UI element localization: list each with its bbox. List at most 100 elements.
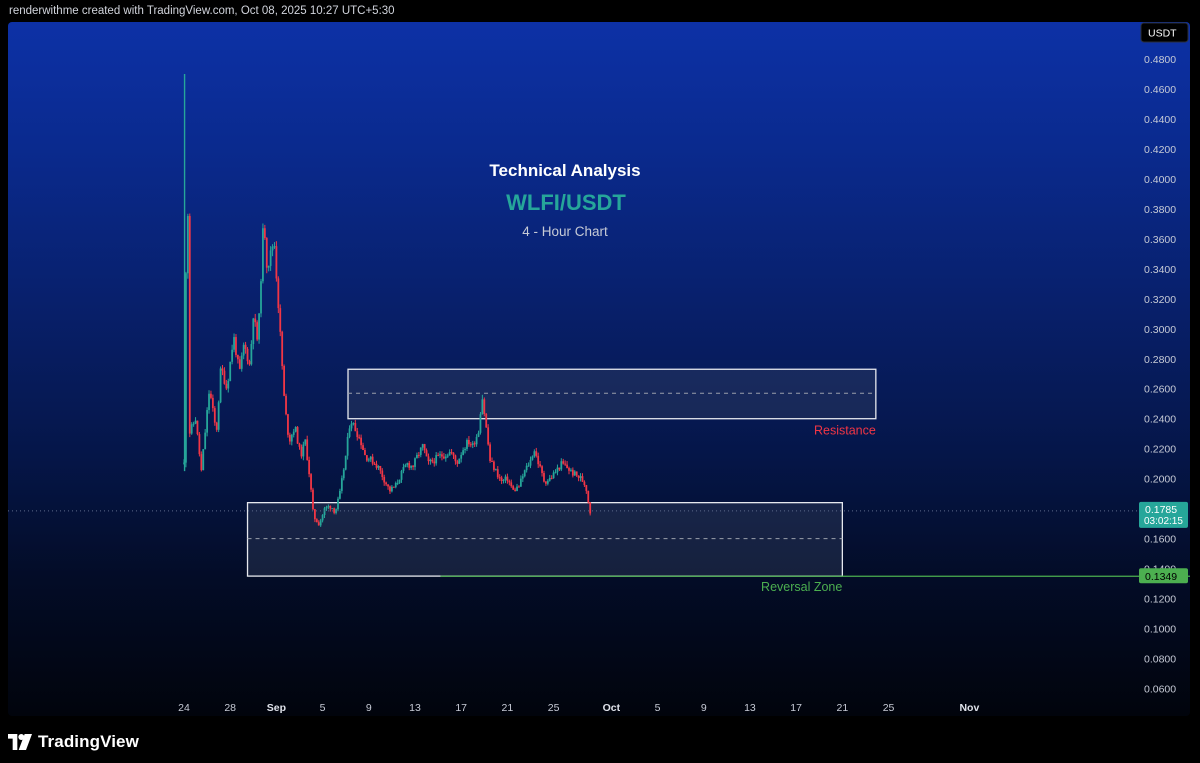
candle xyxy=(546,479,549,486)
bar-countdown: 03:02:15 xyxy=(1144,516,1183,527)
currency-badge[interactable]: USDT xyxy=(1140,22,1189,43)
candle xyxy=(238,356,241,370)
chart-symbol: WLFI/USDT xyxy=(506,190,626,215)
price-chart[interactable]: 0.4800 0.4600 0.4400 0.4200 0.4000 0.3800 0.36… xyxy=(8,22,1190,716)
candle xyxy=(348,425,351,439)
support-price-value: 0.1349 xyxy=(1145,571,1177,583)
chart-panel[interactable]: 0.4800 0.4600 0.4400 0.4200 0.4000 0.3800 0.36… xyxy=(8,22,1190,716)
candle xyxy=(468,436,470,447)
candle xyxy=(202,448,205,471)
candle xyxy=(290,433,293,446)
candle xyxy=(408,460,411,471)
candle xyxy=(258,313,260,344)
price-tick-label: 0.4200 xyxy=(1144,144,1176,156)
candle xyxy=(288,432,291,445)
candle xyxy=(410,465,413,470)
candle xyxy=(196,420,199,436)
candle xyxy=(229,361,232,382)
candle xyxy=(211,394,214,412)
time-tick-label: 21 xyxy=(502,702,514,714)
zones-layer xyxy=(246,368,877,577)
candle xyxy=(570,468,572,472)
candle xyxy=(417,451,420,459)
candle xyxy=(314,508,316,523)
candle xyxy=(365,455,368,462)
candle xyxy=(446,453,449,459)
candle xyxy=(298,442,301,450)
candle xyxy=(337,496,339,512)
candle xyxy=(242,342,245,360)
price-tick-label: 0.3400 xyxy=(1144,264,1176,276)
candle xyxy=(306,435,309,461)
candle xyxy=(260,278,262,318)
candle xyxy=(344,455,347,471)
candle xyxy=(373,461,376,466)
candle xyxy=(539,461,542,468)
candle xyxy=(279,304,282,337)
candle xyxy=(210,390,212,400)
candle xyxy=(262,223,264,284)
candle xyxy=(392,486,395,488)
candle xyxy=(269,246,272,271)
candle xyxy=(315,518,318,523)
candle xyxy=(188,213,191,438)
candle xyxy=(429,458,432,465)
candle xyxy=(375,460,378,470)
price-tick-label: 0.1600 xyxy=(1144,534,1176,546)
candle xyxy=(527,462,530,467)
price-tick-label: 0.3800 xyxy=(1144,204,1176,216)
candle xyxy=(466,438,468,452)
candle xyxy=(545,480,547,486)
time-tick-label: 13 xyxy=(744,702,756,714)
zone-box-1[interactable] xyxy=(246,502,844,577)
time-axis[interactable]: 24 28 Sep 5 9 13 17 21 25 Oct 5 9 13 17 21 25 Nov xyxy=(178,702,979,714)
candle xyxy=(192,421,195,427)
candle xyxy=(568,466,570,475)
candle xyxy=(213,406,216,426)
candle xyxy=(285,393,287,416)
candle xyxy=(491,457,493,463)
candle xyxy=(583,480,586,487)
candle xyxy=(362,442,364,451)
candle xyxy=(342,468,345,481)
candle xyxy=(575,471,578,477)
candle xyxy=(485,412,488,428)
candle xyxy=(271,244,274,257)
labels-layer: Resistance Reversal Zone xyxy=(761,424,876,594)
lines-layer xyxy=(8,510,1190,577)
candle xyxy=(494,468,497,471)
price-axis[interactable]: 0.4800 0.4600 0.4400 0.4200 0.4000 0.3800 0.36… xyxy=(1139,22,1189,696)
candle xyxy=(433,458,436,467)
candle xyxy=(240,352,243,372)
tradingview-branding: TradingView xyxy=(8,730,139,754)
candle xyxy=(227,378,230,393)
price-tick-label: 0.0600 xyxy=(1144,684,1176,696)
candle xyxy=(448,449,451,456)
candle xyxy=(560,458,563,472)
candle xyxy=(435,452,438,466)
candle xyxy=(416,452,418,459)
candle xyxy=(571,467,574,478)
support-price-badge[interactable]: 0.1349 xyxy=(1139,568,1188,584)
candle xyxy=(496,466,499,480)
candle xyxy=(543,470,545,483)
chart-title: Technical Analysis xyxy=(489,161,640,180)
price-tick-label: 0.1200 xyxy=(1144,594,1176,606)
candle xyxy=(369,455,372,462)
candle xyxy=(579,473,582,482)
candle xyxy=(221,364,224,376)
candle xyxy=(389,485,391,494)
price-tick-label: 0.4600 xyxy=(1144,84,1176,96)
zone-box-0[interactable] xyxy=(347,368,877,420)
candle xyxy=(427,453,430,465)
candle xyxy=(541,465,543,477)
candle xyxy=(506,473,509,484)
candle xyxy=(310,473,312,493)
candle xyxy=(394,481,397,489)
tradingview-logo-icon xyxy=(8,734,32,750)
candle xyxy=(233,333,235,353)
candle xyxy=(215,421,218,432)
candle xyxy=(231,344,234,365)
candle xyxy=(377,465,380,470)
